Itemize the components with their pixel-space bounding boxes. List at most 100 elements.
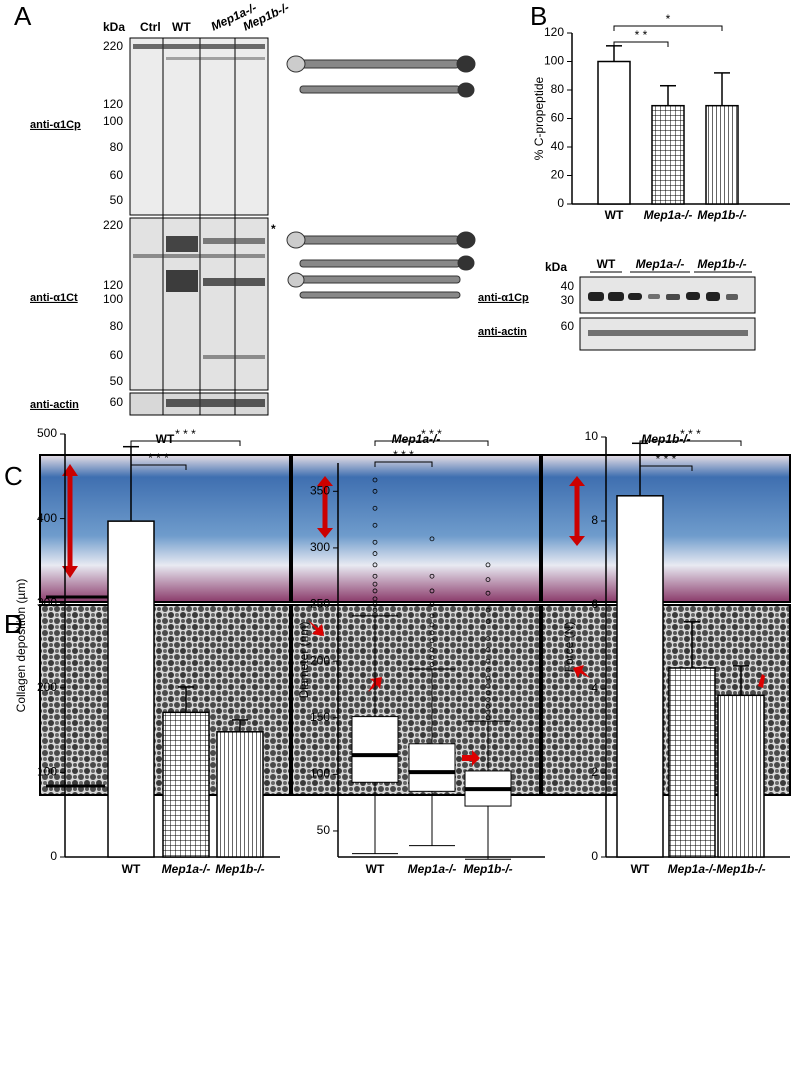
x-tick-label: Mep1b-/-: [716, 862, 765, 876]
outlier: [485, 690, 491, 696]
marker-label: 60: [561, 319, 575, 333]
significance-bracket: [130, 464, 187, 470]
bar: [717, 694, 765, 858]
outlier: [372, 505, 378, 511]
outlier: [485, 577, 491, 583]
marker-label: 100: [103, 292, 123, 306]
y-tick-label: 20: [551, 168, 565, 182]
x-tick-label: Mep1a-/-: [644, 208, 693, 222]
marker-label: 220: [103, 39, 123, 53]
outlier: [372, 602, 378, 607]
kda-label: kDa: [545, 260, 567, 274]
kda-label: kDa: [103, 20, 125, 34]
antibody-label: anti-actin: [30, 399, 79, 411]
lane-label: WT: [597, 257, 616, 271]
outlier: [372, 573, 378, 579]
x-tick-label: Mep1a-/-: [668, 862, 717, 876]
bar: [597, 60, 631, 205]
y-tick-label: 80: [551, 82, 565, 96]
significance-bracket: [130, 440, 241, 446]
y-tick-label: 250: [310, 597, 330, 611]
significance-bracket: [374, 461, 433, 467]
outlier: [372, 551, 378, 556]
significance-label: * * *: [148, 451, 169, 465]
bar: [216, 731, 264, 858]
column-title: Mep1a-/-: [392, 432, 441, 446]
significance-label: * *: [635, 28, 648, 42]
y-tick-label: 2: [591, 765, 598, 779]
outlier: [485, 704, 491, 709]
outlier: [372, 539, 378, 545]
y-tick-label: 100: [37, 765, 57, 779]
y-axis-label: Force (N): [562, 622, 576, 673]
outlier: [372, 607, 378, 613]
outlier: [429, 602, 435, 607]
y-tick-label: 0: [591, 849, 598, 863]
marker-label: 80: [110, 319, 124, 333]
significance-label: *: [666, 12, 671, 26]
y-axis-label: Diameter (nm): [297, 622, 311, 699]
x-tick-label: Mep1b-/-: [697, 208, 746, 222]
marker-label: 50: [110, 374, 124, 388]
marker-label: 120: [103, 97, 123, 111]
outlier: [429, 622, 435, 628]
outlier: [429, 536, 435, 542]
outlier: [485, 658, 491, 664]
y-tick-label: 0: [50, 849, 57, 863]
outlier: [429, 662, 435, 667]
y-tick-label: 300: [310, 540, 330, 554]
lane-label: Ctrl: [140, 20, 161, 34]
blot-a: [129, 37, 269, 416]
outlier: [485, 562, 491, 568]
marker-label: 40: [561, 279, 575, 293]
y-tick-label: 500: [37, 426, 57, 440]
bar: [651, 104, 685, 205]
antibody-label: anti-α1Cp: [30, 119, 81, 131]
bar: [668, 667, 716, 858]
panel-label: C: [4, 461, 23, 491]
antibody-label: anti-actin: [478, 326, 527, 338]
outlier: [485, 636, 491, 641]
collagen-schematic: [286, 55, 476, 299]
significance-label: * * *: [175, 427, 196, 441]
marker-label: 100: [103, 114, 123, 128]
outlier: [485, 683, 491, 689]
x-tick-label: Mep1a-/-: [162, 862, 211, 876]
outlier: [429, 588, 435, 594]
significance-bracket: [639, 440, 742, 446]
y-tick-label: 150: [310, 710, 330, 724]
bar: [616, 495, 664, 858]
y-tick-label: 60: [551, 111, 565, 125]
box: [408, 743, 456, 792]
box: [351, 716, 399, 783]
significance-label: * * *: [680, 427, 701, 441]
x-tick-label: WT: [366, 862, 385, 876]
lane-label: Mep1a-/-: [636, 257, 685, 271]
column-title: WT: [156, 432, 175, 446]
marker-label: 80: [110, 140, 124, 154]
bar: [107, 520, 155, 858]
blot-b: [579, 271, 756, 351]
x-tick-label: WT: [631, 862, 650, 876]
significance-label: * * *: [393, 448, 414, 462]
significance-bracket: [613, 25, 723, 31]
y-tick-label: 200: [310, 653, 330, 667]
outlier: [372, 488, 378, 494]
outlier: [429, 613, 435, 619]
panel-label: E: [4, 609, 21, 639]
marker-label: 60: [110, 395, 124, 409]
y-tick-label: 100: [310, 767, 330, 781]
significance-label: * * *: [421, 427, 442, 441]
y-tick-label: 100: [544, 54, 564, 68]
significance-bracket: [639, 465, 693, 471]
x-tick-label: Mep1b-/-: [215, 862, 264, 876]
outlier: [485, 715, 491, 721]
marker-label: 220: [103, 218, 123, 232]
outlier: [372, 596, 378, 602]
y-axis-label: % C-propeptide: [532, 76, 546, 160]
outlier: [485, 619, 491, 624]
outlier: [429, 655, 435, 661]
lane-label: WT: [172, 20, 191, 34]
y-tick-label: 400: [37, 511, 57, 525]
